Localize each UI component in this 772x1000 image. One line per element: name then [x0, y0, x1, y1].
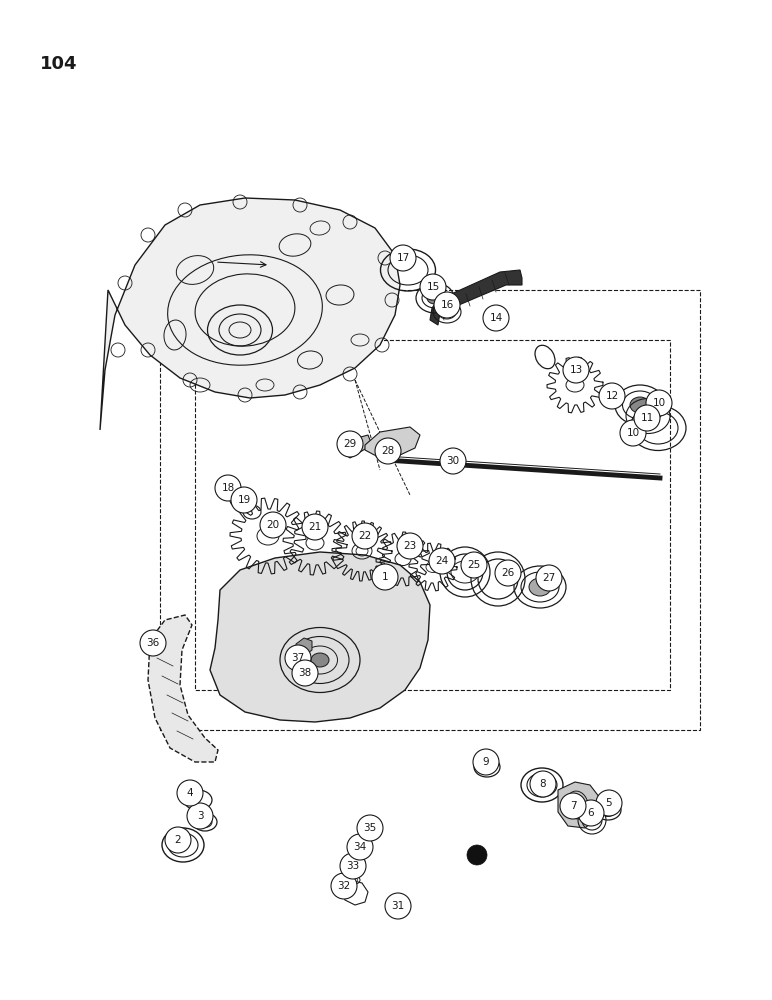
- Polygon shape: [558, 782, 600, 828]
- Text: 10: 10: [652, 398, 665, 408]
- Text: 16: 16: [440, 300, 454, 310]
- Circle shape: [231, 487, 257, 513]
- Text: 29: 29: [344, 439, 357, 449]
- Text: 26: 26: [501, 568, 515, 578]
- Polygon shape: [430, 270, 522, 325]
- Circle shape: [260, 512, 286, 538]
- Circle shape: [530, 771, 556, 797]
- Circle shape: [473, 749, 499, 775]
- Circle shape: [390, 245, 416, 271]
- Circle shape: [429, 548, 455, 574]
- Text: 2: 2: [174, 835, 181, 845]
- Text: 6: 6: [587, 808, 594, 818]
- Circle shape: [397, 533, 423, 559]
- Ellipse shape: [529, 578, 551, 596]
- Circle shape: [495, 560, 521, 586]
- Text: 21: 21: [308, 522, 322, 532]
- Text: 8: 8: [540, 779, 547, 789]
- Circle shape: [467, 845, 487, 865]
- Circle shape: [440, 448, 466, 474]
- Text: 27: 27: [543, 573, 556, 583]
- Text: 28: 28: [381, 446, 394, 456]
- Text: 25: 25: [467, 560, 481, 570]
- Text: 19: 19: [237, 495, 251, 505]
- Text: 18: 18: [222, 483, 235, 493]
- Text: 4: 4: [187, 788, 193, 798]
- Ellipse shape: [630, 397, 650, 413]
- Text: 22: 22: [358, 531, 371, 541]
- Circle shape: [536, 565, 562, 591]
- Text: 23: 23: [404, 541, 417, 551]
- Text: 32: 32: [337, 881, 350, 891]
- Circle shape: [357, 815, 383, 841]
- Text: 35: 35: [364, 823, 377, 833]
- Polygon shape: [296, 638, 312, 656]
- Text: 30: 30: [446, 456, 459, 466]
- Circle shape: [620, 420, 646, 446]
- Circle shape: [302, 514, 328, 540]
- Text: 10: 10: [626, 428, 639, 438]
- Text: 11: 11: [641, 413, 654, 423]
- Circle shape: [165, 827, 191, 853]
- Circle shape: [372, 564, 398, 590]
- Text: 31: 31: [391, 901, 405, 911]
- Text: 3: 3: [197, 811, 203, 821]
- Circle shape: [646, 390, 672, 416]
- Circle shape: [578, 800, 604, 826]
- Circle shape: [337, 431, 363, 457]
- Text: 5: 5: [606, 798, 612, 808]
- Circle shape: [347, 834, 373, 860]
- Circle shape: [634, 405, 660, 431]
- Circle shape: [596, 790, 622, 816]
- Text: 37: 37: [291, 653, 305, 663]
- Circle shape: [434, 292, 460, 318]
- Circle shape: [599, 383, 625, 409]
- Text: 1: 1: [381, 572, 388, 582]
- Text: 13: 13: [570, 365, 583, 375]
- Ellipse shape: [311, 653, 329, 667]
- Polygon shape: [100, 198, 400, 430]
- Text: 7: 7: [570, 801, 577, 811]
- Text: 104: 104: [40, 55, 77, 73]
- Text: 24: 24: [435, 556, 449, 566]
- Circle shape: [461, 552, 487, 578]
- Circle shape: [375, 438, 401, 464]
- Text: 38: 38: [298, 668, 312, 678]
- Text: 20: 20: [266, 520, 279, 530]
- Polygon shape: [340, 435, 372, 458]
- Polygon shape: [148, 615, 218, 762]
- Polygon shape: [365, 427, 420, 458]
- Circle shape: [215, 475, 241, 501]
- Text: 36: 36: [147, 638, 160, 648]
- Text: 14: 14: [489, 313, 503, 323]
- Circle shape: [483, 305, 509, 331]
- Circle shape: [352, 523, 378, 549]
- Circle shape: [292, 660, 318, 686]
- Circle shape: [385, 893, 411, 919]
- Circle shape: [420, 274, 446, 300]
- Circle shape: [187, 803, 213, 829]
- Text: 34: 34: [354, 842, 367, 852]
- Ellipse shape: [427, 292, 443, 304]
- Circle shape: [177, 780, 203, 806]
- Text: 12: 12: [605, 391, 618, 401]
- Polygon shape: [210, 552, 430, 722]
- Circle shape: [560, 793, 586, 819]
- Text: 33: 33: [347, 861, 360, 871]
- Circle shape: [563, 357, 589, 383]
- Text: 15: 15: [426, 282, 439, 292]
- Circle shape: [140, 630, 166, 656]
- Circle shape: [331, 873, 357, 899]
- Circle shape: [285, 645, 311, 671]
- Circle shape: [340, 853, 366, 879]
- Text: 9: 9: [482, 757, 489, 767]
- Text: 17: 17: [396, 253, 410, 263]
